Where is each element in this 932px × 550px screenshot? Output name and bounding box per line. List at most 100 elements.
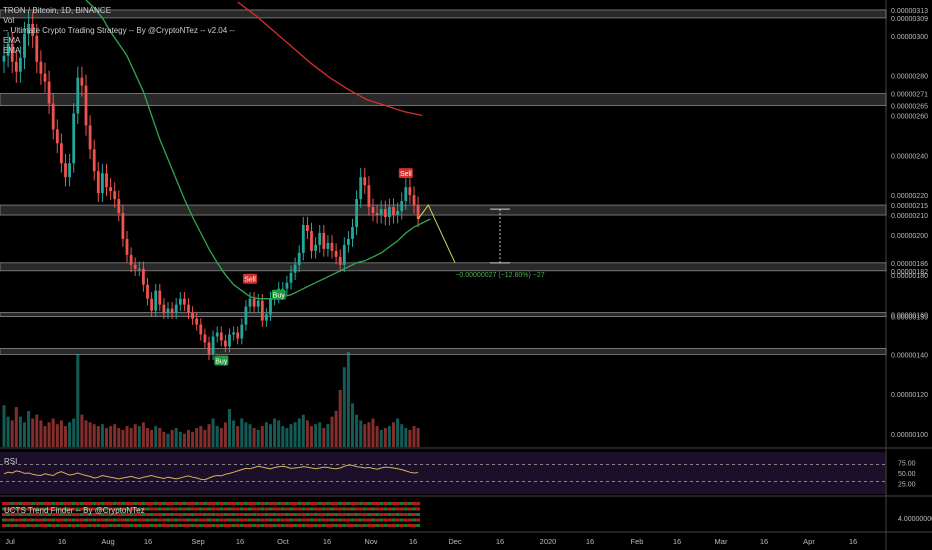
trend-cell	[325, 513, 330, 516]
trend-cell	[88, 513, 93, 516]
trend-cell	[391, 513, 396, 516]
trend-cell	[223, 507, 228, 511]
volume-bar	[359, 420, 363, 447]
trend-cell	[284, 524, 289, 527]
trend-cell	[2, 502, 6, 505]
candle-body	[375, 213, 379, 216]
trend-cell	[391, 502, 396, 505]
trend-cell	[108, 502, 113, 505]
trend-cell	[403, 518, 408, 522]
trend-cell	[371, 507, 375, 511]
trend-cell	[334, 513, 339, 516]
trend-cell	[141, 524, 146, 527]
trend-cell	[170, 507, 175, 511]
trend-cell	[416, 513, 421, 516]
trend-cell	[375, 507, 380, 511]
trend-cell	[399, 518, 404, 522]
trend-cell	[305, 518, 310, 522]
trend-cell	[235, 502, 240, 505]
volume-bar	[31, 418, 35, 447]
trend-cell	[391, 507, 396, 511]
trend-cell	[362, 524, 367, 527]
volume-bar	[195, 428, 199, 447]
trend-cell	[170, 513, 175, 516]
candle-body	[334, 250, 338, 257]
trend-cell	[231, 513, 236, 516]
trend-cell	[362, 518, 367, 522]
trend-cell	[59, 507, 64, 511]
trend-cell	[342, 502, 347, 505]
trend-cell	[120, 513, 125, 516]
trend-cell	[133, 524, 138, 527]
trend-cell	[34, 502, 39, 505]
time-tick-label: Aug	[101, 537, 114, 546]
trend-cell	[297, 507, 302, 511]
trend-cell	[170, 524, 175, 527]
trend-cell	[297, 518, 302, 522]
candle-body	[228, 334, 231, 347]
trend-cell	[276, 507, 281, 511]
trend-cell	[88, 502, 93, 505]
trend-cell	[129, 507, 134, 511]
trend-cell	[22, 502, 27, 505]
candle-body	[187, 304, 190, 313]
ema-fast-line	[85, 0, 431, 300]
trend-cell	[14, 507, 19, 511]
trend-cell	[387, 518, 392, 522]
sr-zone	[0, 9, 887, 19]
trend-cell	[166, 502, 170, 505]
candle-body	[281, 288, 285, 290]
volume-bar	[158, 428, 162, 447]
trend-cell	[104, 518, 109, 522]
trend-cell	[301, 502, 306, 505]
trend-cell	[412, 502, 416, 505]
trend-cell	[67, 507, 72, 511]
candle-body	[363, 177, 367, 186]
volume-bar	[59, 420, 63, 447]
trend-cell	[309, 507, 314, 511]
trend-cell	[293, 524, 298, 527]
trend-cell	[346, 518, 351, 522]
volume-bar	[256, 429, 260, 447]
trend-cell	[149, 524, 154, 527]
volume-bar	[2, 405, 6, 447]
candle-body	[14, 61, 18, 72]
volume-bar	[223, 422, 227, 447]
candle-body	[322, 232, 326, 249]
volume-bar	[314, 424, 318, 447]
trend-cell	[22, 524, 27, 527]
trend-cell	[223, 524, 228, 527]
trend-cell	[96, 507, 101, 511]
trend-cell	[395, 502, 400, 505]
trend-cell	[366, 513, 371, 516]
volume-bar	[318, 422, 322, 447]
trend-cell	[55, 518, 60, 522]
candle-body	[199, 324, 203, 335]
candle-body	[19, 57, 22, 72]
trend-cell	[268, 524, 273, 527]
trend-cell	[161, 502, 166, 505]
trend-cell	[67, 513, 72, 516]
trend-cell	[51, 518, 56, 522]
trend-cell	[276, 513, 281, 516]
trend-cell	[22, 518, 27, 522]
trend-cell	[383, 502, 388, 505]
trend-cell	[235, 513, 240, 516]
trend-cell	[194, 507, 199, 511]
volume-bar	[191, 431, 195, 447]
trend-cell	[96, 502, 101, 505]
trend-cell	[116, 513, 121, 516]
trend-cell	[178, 524, 183, 527]
trend-cell	[313, 513, 318, 516]
trend-cell	[231, 507, 236, 511]
candle-body	[125, 238, 129, 255]
volume-bar	[72, 418, 76, 447]
trend-cell	[112, 524, 117, 527]
trend-cell	[10, 524, 15, 527]
time-tick-label: Dec	[448, 537, 462, 546]
candle-body	[117, 199, 121, 214]
trend-cell	[321, 518, 326, 522]
trend-cell	[174, 513, 179, 516]
candle-body	[43, 73, 47, 82]
